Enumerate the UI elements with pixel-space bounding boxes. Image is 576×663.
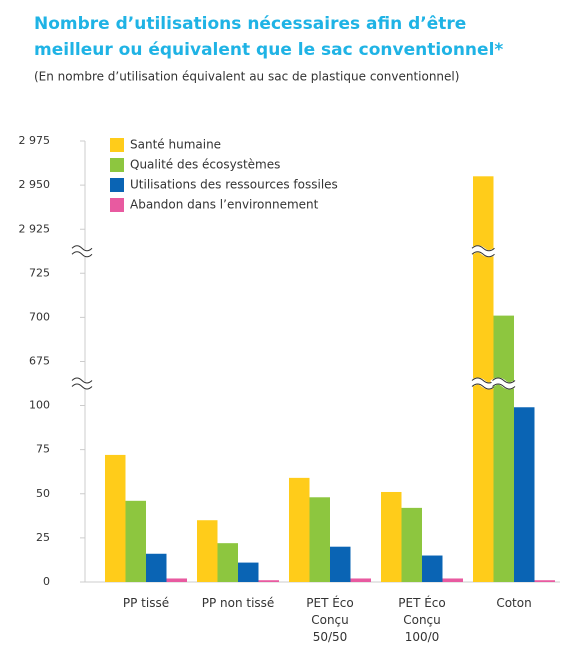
- bar: [401, 507, 422, 582]
- x-tick-label: PP non tissé: [202, 596, 275, 610]
- y-tick-label: 75: [36, 443, 50, 456]
- bar: [442, 578, 463, 582]
- axis-break-gap: [69, 245, 95, 258]
- y-tick-label: 50: [36, 487, 50, 500]
- bar: [197, 520, 218, 582]
- bar: [309, 497, 330, 582]
- legend-label: Abandon dans l’environnement: [130, 198, 319, 212]
- chart-subtitle: (En nombre d’utilisation équivalent au s…: [34, 70, 459, 84]
- axis-break: [69, 377, 95, 390]
- axis-break-line: [471, 377, 495, 384]
- x-tick-label: PP tissé: [123, 596, 169, 610]
- axis-break: [69, 245, 95, 258]
- axis-break-gap: [469, 377, 497, 390]
- x-tick-label: Coton: [496, 596, 531, 610]
- bar: [125, 500, 146, 582]
- legend-swatch: [110, 178, 124, 192]
- axis-break-line: [492, 377, 516, 384]
- axis-break-line: [71, 383, 93, 390]
- bar: [493, 315, 514, 582]
- chart-title: meilleur ou équivalent que le sac conven…: [34, 40, 503, 60]
- legend-label: Santé humaine: [130, 138, 221, 152]
- bar: [146, 553, 167, 582]
- bar: [258, 580, 279, 582]
- axis-break-line: [71, 251, 93, 258]
- legend-label: Utilisations des ressources fossiles: [130, 178, 338, 192]
- bar: [289, 477, 310, 582]
- axis-break: [469, 377, 497, 390]
- axis-break: [469, 245, 497, 258]
- axis-break-line: [471, 383, 495, 390]
- bar: [534, 580, 555, 582]
- y-tick-label: 100: [29, 399, 50, 412]
- axis-break-gap: [490, 377, 518, 390]
- axis-break-line: [492, 383, 516, 390]
- bar: [217, 543, 238, 582]
- axis-break-gap: [69, 377, 95, 390]
- bar: [350, 578, 371, 582]
- x-tick-label: PET Éco Conçu 100/0: [398, 595, 445, 644]
- legend-swatch: [110, 198, 124, 212]
- bar: [166, 578, 187, 582]
- y-tick-label: 675: [29, 355, 50, 368]
- axis-break-line: [471, 245, 495, 252]
- bar: [330, 546, 351, 582]
- bar: [381, 491, 402, 582]
- axis-break-line: [71, 245, 93, 252]
- axis-break-gap: [469, 245, 497, 258]
- axis-break-line: [471, 251, 495, 258]
- bar: [514, 407, 535, 582]
- bar: [105, 454, 126, 582]
- y-tick-label: 25: [36, 531, 50, 544]
- axis-break-line: [71, 377, 93, 384]
- y-tick-label: 2 975: [19, 134, 51, 147]
- y-tick-label: 0: [43, 575, 50, 588]
- bar: [238, 562, 259, 582]
- y-tick-label: 2 925: [19, 222, 51, 235]
- chart-title: Nombre d’utilisations nécessaires afin d…: [34, 14, 466, 34]
- bar: [422, 555, 443, 582]
- x-tick-label: PET Éco Conçu 50/50: [306, 595, 353, 644]
- y-tick-label: 725: [29, 266, 50, 279]
- y-tick-label: 2 950: [19, 178, 51, 191]
- legend-swatch: [110, 158, 124, 172]
- y-tick-label: 700: [29, 310, 50, 323]
- axis-break: [490, 377, 518, 390]
- legend-label: Qualité des écosystèmes: [130, 158, 280, 172]
- legend-swatch: [110, 138, 124, 152]
